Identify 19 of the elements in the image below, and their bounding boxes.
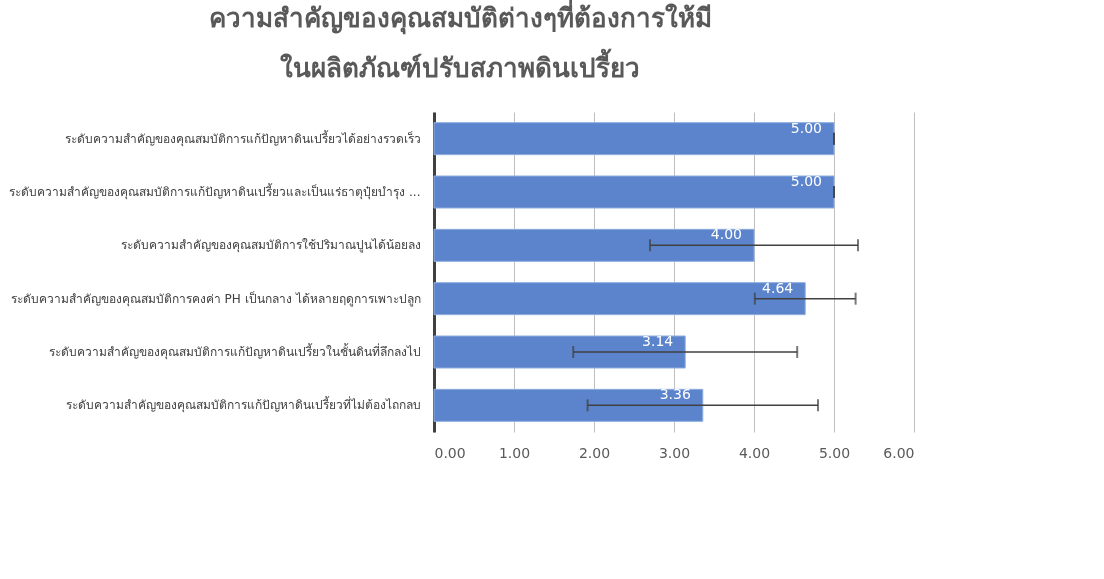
y-tick-label: ระดับความสำคัญของคุณสมบัติการคงค่า PH เป็นกลาง ได้หลายฤดูการเพาะปลูก (10, 290, 421, 307)
x-tick-label: 4.00 (738, 444, 771, 461)
x-tick-label: 5.00 (818, 444, 851, 461)
y-tick-label: ระดับความสำคัญของคุณสมบัติการแก้ปัญหาดินเปรี้ยวได้อย่างรวดเร็ว (64, 129, 421, 147)
x-tick-label: 6.00 (883, 444, 915, 461)
y-tick-label: ระดับความสำคัญของคุณสมบัติการแก้ปัญหาดินเปรี้ยวที่ไม่ต้องไถกลบ (65, 396, 421, 414)
data-label: 4.64 (762, 279, 794, 296)
data-label: 5.00 (790, 119, 822, 136)
data-label: 3.14 (642, 333, 674, 349)
data-label: 3.36 (659, 386, 691, 403)
data-label: 4.00 (710, 226, 742, 243)
y-tick-label: ระดับความสำคัญของคุณสมบัติการแก้ปัญหาดินเปรี้ยวและเป็นแร่ธาตุปุ๋ยบำรุง ... (9, 183, 421, 200)
y-tick-label: ระดับความสำคัญของคุณสมบัติการใช้ปริมาณปูนได้น้อยลง (120, 238, 421, 254)
x-tick-label: 3.00 (658, 444, 691, 461)
x-tick-label: 1.00 (498, 444, 531, 461)
data-label: 5.00 (790, 173, 822, 189)
x-tick-label: 0.00 (434, 444, 466, 461)
x-tick-label: 2.00 (578, 444, 611, 461)
y-tick-label: ระดับความสำคัญของคุณสมบัติการแก้ปัญหาดินเปรี้ยวในชั้นดินที่ลึกลงไป (48, 343, 421, 360)
